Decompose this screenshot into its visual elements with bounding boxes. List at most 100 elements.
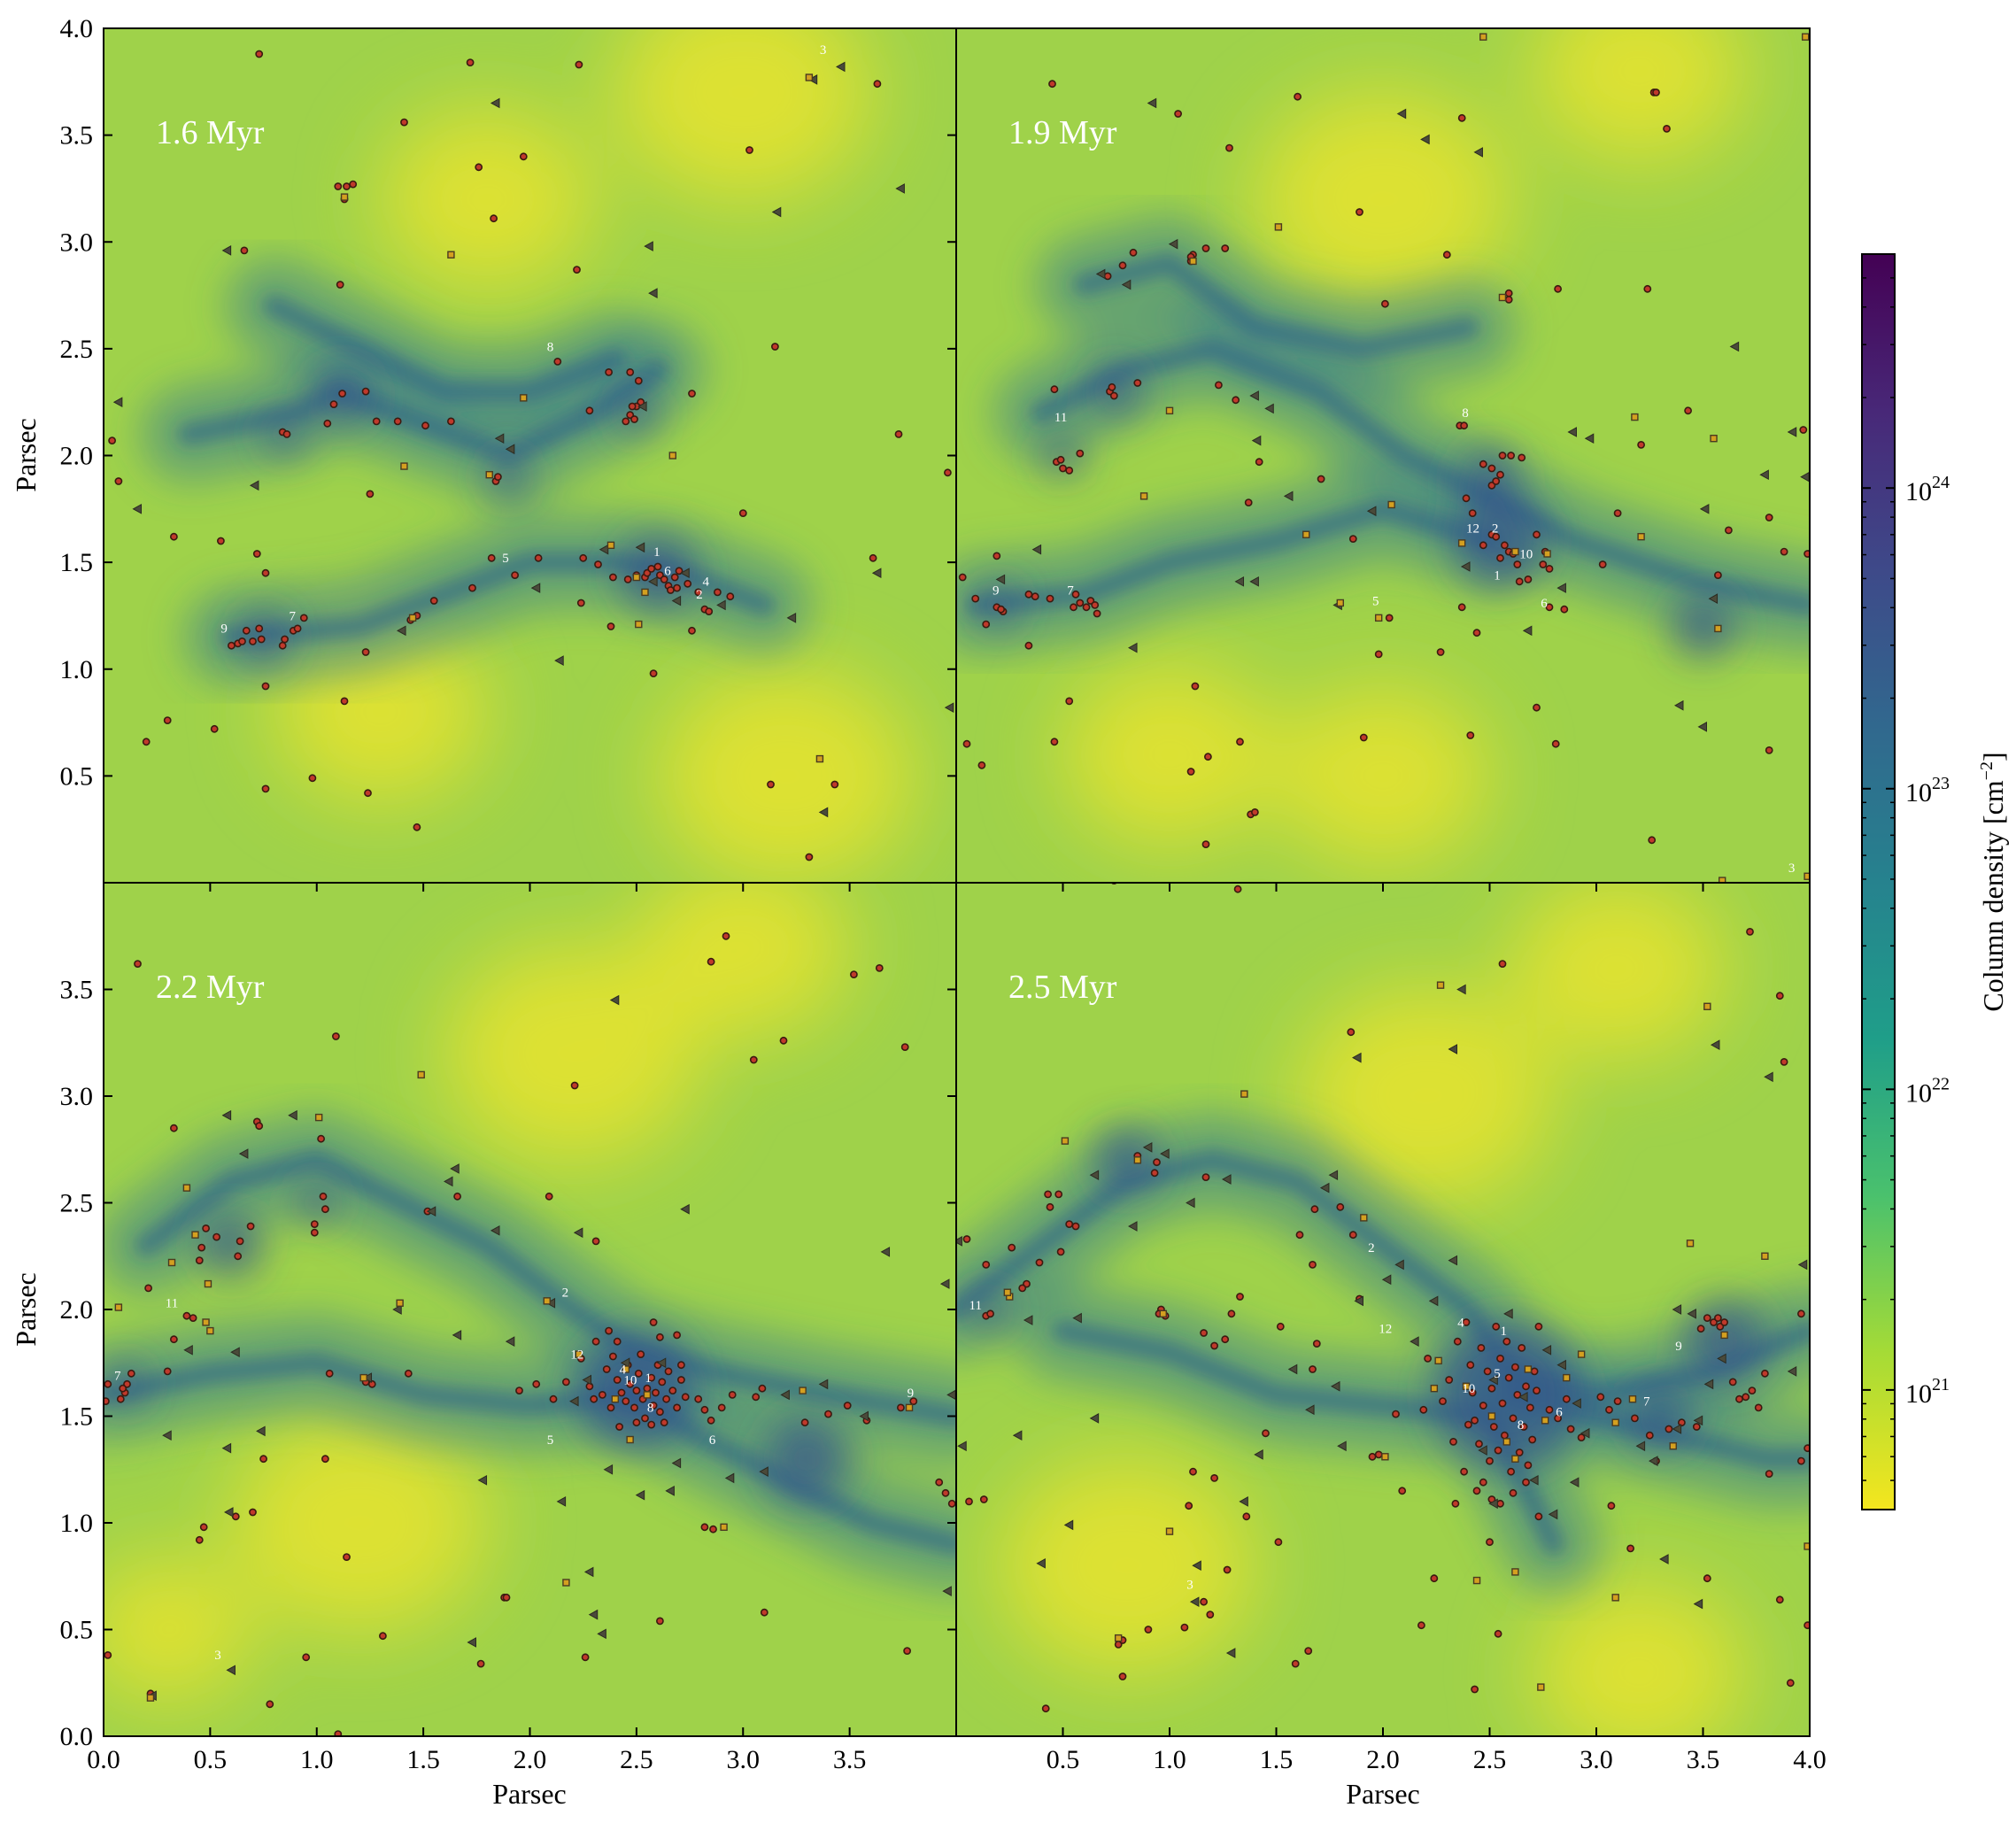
colorbar-tick-label: 1021 bbox=[1905, 1375, 1950, 1409]
sink-triangle bbox=[1337, 1441, 1347, 1452]
low-density-region bbox=[231, 1414, 488, 1632]
sink-square bbox=[1718, 877, 1726, 883]
sink-triangle bbox=[1556, 583, 1566, 593]
sink-circle bbox=[302, 1653, 311, 1662]
sink-triangle bbox=[1580, 1427, 1590, 1439]
sink-triangle bbox=[392, 1304, 402, 1315]
sink-square bbox=[799, 1387, 807, 1394]
sink-circle bbox=[1566, 1425, 1575, 1433]
sink-circle bbox=[1780, 1058, 1788, 1066]
sink-circle bbox=[1200, 1597, 1208, 1606]
sink-label: 5 bbox=[1372, 594, 1379, 608]
sink-circle bbox=[1504, 295, 1513, 304]
y-tick-label: 3.0 bbox=[60, 1082, 94, 1111]
sink-label: 9 bbox=[993, 583, 1000, 598]
sink-circle bbox=[653, 562, 662, 571]
sink-triangle bbox=[362, 1372, 373, 1383]
sink-triangle bbox=[1128, 642, 1138, 653]
sink-triangle bbox=[1764, 1071, 1773, 1083]
sink-triangle bbox=[1697, 722, 1707, 732]
sink-circle bbox=[1515, 1448, 1524, 1456]
dense-core bbox=[199, 1213, 264, 1278]
sink-circle bbox=[1046, 1202, 1054, 1211]
sink-circle bbox=[944, 468, 952, 477]
sink-triangle bbox=[132, 503, 143, 514]
sink-label: 7 bbox=[1067, 583, 1074, 598]
sink-circle bbox=[325, 1369, 334, 1378]
sink-circle bbox=[261, 568, 270, 577]
sink-circle bbox=[1174, 110, 1182, 118]
sink-circle bbox=[1041, 1704, 1050, 1713]
sink-circle bbox=[585, 1382, 594, 1391]
sink-circle bbox=[476, 1659, 485, 1668]
sink-triangle bbox=[1396, 108, 1407, 120]
sink-circle bbox=[553, 357, 562, 366]
sink-circle bbox=[656, 1408, 664, 1417]
sink-triangle bbox=[505, 1336, 515, 1347]
sink-circle bbox=[1046, 594, 1054, 603]
sink-circle bbox=[662, 1394, 670, 1403]
x-tick-label: 2.5 bbox=[1473, 1745, 1507, 1774]
sink-circle bbox=[613, 1376, 622, 1384]
sink-circle bbox=[490, 214, 498, 223]
sink-circle bbox=[1310, 1205, 1319, 1214]
x-tick-label: 2.0 bbox=[1366, 1745, 1400, 1774]
low-density-region bbox=[380, 108, 594, 290]
sink-triangle bbox=[1672, 1304, 1682, 1315]
sink-circle bbox=[144, 1284, 152, 1293]
time-label: 2.2 Myr bbox=[156, 969, 265, 1006]
sink-circle bbox=[684, 579, 692, 588]
x-tick-label: 1.5 bbox=[1260, 1745, 1294, 1774]
sink-circle bbox=[656, 1617, 664, 1626]
sink-circle bbox=[590, 1394, 599, 1403]
sink-circle bbox=[1223, 1565, 1232, 1574]
sink-circle bbox=[1507, 452, 1515, 460]
sink-circle bbox=[1637, 440, 1645, 449]
sink-circle bbox=[1477, 1344, 1486, 1352]
x-axis-label-left: Parsec bbox=[492, 1778, 567, 1810]
sink-circle bbox=[1577, 1433, 1586, 1441]
low-density-region bbox=[1297, 987, 1554, 1205]
sink-circle bbox=[1466, 731, 1475, 739]
sink-circle bbox=[1150, 1169, 1159, 1178]
sink-label: 12 bbox=[570, 1348, 583, 1362]
sink-circle bbox=[1696, 1325, 1705, 1333]
sink-circle bbox=[195, 1256, 204, 1264]
sink-circle bbox=[1236, 738, 1244, 746]
sink-circle bbox=[1457, 603, 1466, 612]
sink-circle bbox=[108, 436, 116, 444]
sink-circle bbox=[1436, 648, 1445, 656]
sink-circle bbox=[1804, 1444, 1810, 1453]
sink-circle bbox=[962, 1235, 971, 1243]
sink-triangle bbox=[1354, 1295, 1363, 1307]
sink-square bbox=[1159, 1309, 1167, 1318]
sink-triangle bbox=[1710, 1039, 1720, 1051]
sink-circle bbox=[1498, 1399, 1507, 1408]
sink-circle bbox=[231, 1512, 240, 1521]
sink-triangle bbox=[1192, 1560, 1201, 1572]
x-tick-label: 2.5 bbox=[620, 1745, 653, 1774]
sink-label: 3 bbox=[1788, 861, 1796, 876]
sink-triangle bbox=[635, 542, 645, 553]
sink-square bbox=[520, 394, 528, 402]
sink-circle bbox=[664, 1367, 673, 1376]
sink-square bbox=[1457, 539, 1466, 547]
sink-circle bbox=[195, 1535, 204, 1544]
sink-triangle bbox=[1693, 1598, 1703, 1610]
sink-triangle bbox=[1254, 1449, 1263, 1460]
sink-circle bbox=[1071, 590, 1080, 599]
sink-circle bbox=[656, 1332, 664, 1341]
sink-circle bbox=[515, 1387, 523, 1394]
sink-circle bbox=[1221, 1335, 1230, 1344]
low-density-region bbox=[1276, 684, 1490, 867]
sink-circle bbox=[1797, 1456, 1805, 1465]
sink-circle bbox=[1304, 1647, 1313, 1655]
sink-circle bbox=[1486, 1538, 1494, 1547]
sink-square bbox=[1479, 33, 1487, 41]
sink-triangle bbox=[1448, 1044, 1458, 1054]
dense-core bbox=[1090, 366, 1142, 418]
sink-circle bbox=[1533, 1387, 1541, 1394]
y-tick-label: 1.0 bbox=[60, 1509, 94, 1538]
sink-triangle bbox=[588, 1609, 599, 1620]
